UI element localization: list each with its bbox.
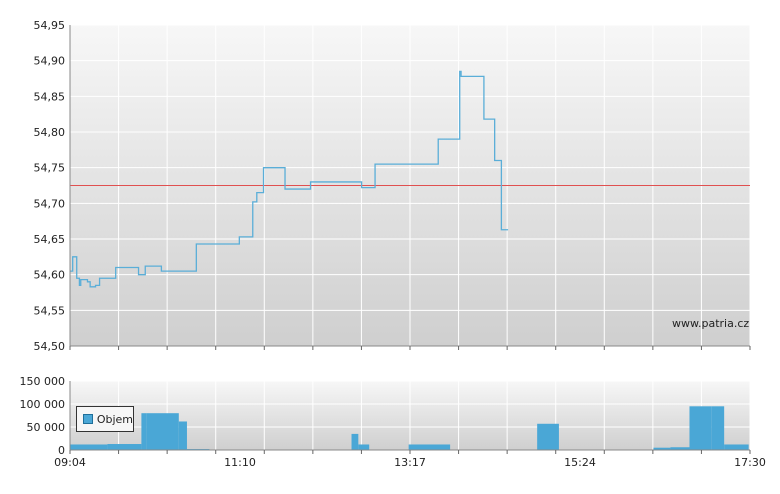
price-y-tick-label: 54,90 (34, 55, 66, 68)
volume-bar (351, 433, 359, 450)
price-y-tick-label: 54,50 (34, 340, 66, 353)
volume-y-tick-label: 150 000 (20, 375, 66, 388)
x-tick-label: 13:17 (394, 456, 426, 469)
volume-bar (178, 421, 187, 450)
volume-bar (653, 447, 671, 450)
volume-bar (141, 413, 147, 450)
volume-legend-swatch (83, 414, 93, 424)
volume-y-tick-label: 50 000 (27, 421, 66, 434)
volume-legend-label: Objem (96, 412, 133, 426)
volume-bar (537, 423, 559, 450)
price-y-tick-label: 54,70 (34, 197, 66, 210)
x-tick-label: 15:24 (564, 456, 596, 469)
price-y-tick-label: 54,75 (34, 162, 66, 175)
price-y-tick-label: 54,60 (34, 269, 66, 282)
price-y-tick-label: 54,65 (34, 233, 66, 246)
volume-bar (358, 444, 370, 450)
volume-bar (107, 444, 142, 450)
watermark: www.patria.cz (672, 317, 750, 330)
price-y-tick-label: 54,85 (34, 90, 66, 103)
volume-bar (711, 406, 725, 450)
price-line (70, 70, 509, 288)
price-y-tick-label: 54,95 (34, 19, 66, 32)
x-tick-label: 09:04 (54, 456, 86, 469)
volume-bar (146, 413, 179, 450)
volume-bar (670, 447, 690, 450)
x-tick-label: 17:30 (734, 456, 766, 469)
volume-y-tick-label: 0 (58, 444, 65, 457)
volume-bar (70, 444, 108, 450)
x-tick-label: 11:10 (224, 456, 256, 469)
price-y-tick-label: 54,80 (34, 126, 66, 139)
volume-bar (408, 444, 451, 450)
price-y-tick-label: 54,55 (34, 304, 66, 317)
volume-bar (689, 406, 712, 450)
volume-bar (724, 444, 749, 450)
volume-y-tick-label: 100 000 (20, 398, 66, 411)
volume-legend: Objem (76, 406, 134, 432)
